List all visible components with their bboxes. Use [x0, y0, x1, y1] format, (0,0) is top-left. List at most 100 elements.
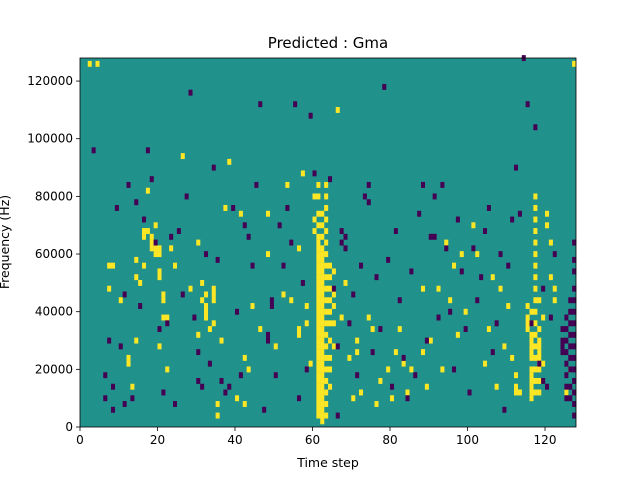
heatmap-cell-high	[320, 354, 325, 361]
heatmap-cell-high	[552, 285, 557, 292]
heatmap-cell-high	[316, 303, 321, 309]
heatmap-cell-high	[165, 314, 170, 321]
heatmap-cell-high	[316, 279, 321, 286]
heatmap-cell-high	[529, 343, 534, 350]
heatmap-cell-low	[258, 101, 263, 108]
heatmap-cell-high	[324, 216, 329, 223]
heatmap-cell-low	[204, 251, 209, 258]
heatmap-cell-high	[219, 337, 224, 344]
heatmap-cell-high	[320, 308, 325, 315]
heatmap-cell-high	[351, 395, 356, 402]
heatmap-cell-high	[328, 366, 333, 373]
heatmap-cell-low	[432, 193, 437, 200]
heatmap-cell-low	[564, 349, 569, 356]
heatmap-cell-high	[316, 401, 321, 407]
heatmap-cell-low	[572, 297, 577, 304]
heatmap-cell-low	[564, 326, 569, 333]
heatmap-cell-high	[196, 239, 201, 246]
heatmap-cell-low	[490, 349, 495, 356]
heatmap-cell-high	[320, 412, 325, 419]
heatmap-cell-low	[498, 251, 503, 258]
heatmap-cell-high	[490, 274, 495, 281]
heatmap-cell-low	[91, 147, 96, 154]
y-axis-label: Frequency (Hz)	[0, 195, 12, 289]
heatmap-cell-high	[316, 233, 321, 240]
heatmap-cell-high	[320, 366, 325, 373]
x-tick-label: 60	[305, 433, 320, 447]
heatmap-cell-high	[320, 406, 325, 413]
heatmap-cell-low	[382, 83, 387, 90]
heatmap-cell-high	[149, 245, 154, 252]
heatmap-cell-high	[537, 377, 542, 384]
heatmap-cell-high	[537, 326, 542, 333]
heatmap-cell-low	[572, 366, 577, 373]
heatmap-cell-high	[328, 262, 333, 269]
heatmap-cell-low	[130, 395, 135, 402]
plot-frame	[79, 57, 577, 428]
heatmap-cell-high	[300, 170, 305, 177]
heatmap-cell-high	[533, 285, 538, 292]
heatmap-cell-low	[231, 205, 236, 211]
heatmap-cell-high	[157, 274, 162, 281]
heatmap-cell-low	[262, 406, 267, 413]
heatmap-cell-high	[324, 366, 329, 373]
heatmap-cell-low	[432, 233, 437, 240]
heatmap-cell-high	[328, 274, 333, 281]
heatmap-cell-low	[393, 228, 398, 235]
heatmap-cell-high	[537, 343, 542, 350]
heatmap-cell-high	[533, 262, 538, 269]
heatmap-cell-high	[537, 389, 542, 396]
heatmap-cell-high	[297, 326, 302, 333]
heatmap-cell-high	[537, 366, 542, 373]
heatmap-cell-high	[533, 343, 538, 350]
heatmap-cell-low	[494, 320, 499, 327]
heatmap-cell-high	[331, 291, 336, 298]
heatmap-cell-low	[312, 170, 317, 177]
heatmap-cell-low	[285, 205, 290, 211]
heatmap-cell-low	[269, 297, 274, 304]
heatmap-cell-low	[173, 401, 178, 407]
heatmap-cell-high	[266, 210, 271, 217]
heatmap-cell-high	[533, 193, 538, 200]
heatmap-cell-high	[316, 239, 321, 246]
heatmap-cell-high	[157, 251, 162, 258]
heatmap-cell-low	[506, 262, 511, 269]
heatmap-cell-high	[328, 383, 333, 390]
heatmap-cell-high	[529, 354, 534, 361]
heatmap-cell-high	[324, 412, 329, 419]
heatmap-cell-low	[452, 366, 457, 373]
heatmap-cell-high	[207, 326, 212, 333]
heatmap-cell-high	[463, 308, 468, 315]
heatmap-cell-low	[223, 389, 228, 396]
heatmap-cell-low	[366, 199, 371, 206]
heatmap-cell-high	[316, 326, 321, 333]
heatmap-cell-high	[324, 274, 329, 281]
heatmap-cell-high	[545, 210, 550, 217]
heatmap-cell-high	[545, 222, 550, 229]
heatmap-cell-low	[289, 239, 294, 246]
heatmap-cell-high	[304, 303, 309, 309]
heatmap-cell-high	[324, 228, 329, 235]
heatmap-cell-low	[122, 291, 127, 298]
heatmap-cell-low	[568, 297, 573, 304]
heatmap-cell-low	[176, 228, 181, 235]
heatmap-cell-high	[320, 337, 325, 344]
heatmap-cell-high	[533, 331, 538, 338]
heatmap-cell-high	[320, 245, 325, 252]
heatmap-cell-high	[196, 331, 201, 338]
y-tick-label: 80000	[35, 189, 73, 203]
heatmap-cell-high	[409, 366, 414, 373]
heatmap-cell-low	[428, 233, 433, 240]
heatmap-cell-high	[153, 245, 158, 252]
y-tick-label: 120000	[27, 74, 73, 88]
heatmap-cell-high	[297, 331, 302, 338]
heatmap-cell-low	[405, 395, 410, 402]
heatmap-cell-high	[145, 228, 150, 235]
heatmap-cell-high	[529, 366, 534, 373]
heatmap-cell-high	[316, 377, 321, 384]
heatmap-cell-low	[471, 245, 476, 252]
heatmap-cell-high	[188, 285, 193, 292]
heatmap-cell-high	[390, 395, 395, 402]
heatmap-cell-low	[541, 377, 546, 384]
